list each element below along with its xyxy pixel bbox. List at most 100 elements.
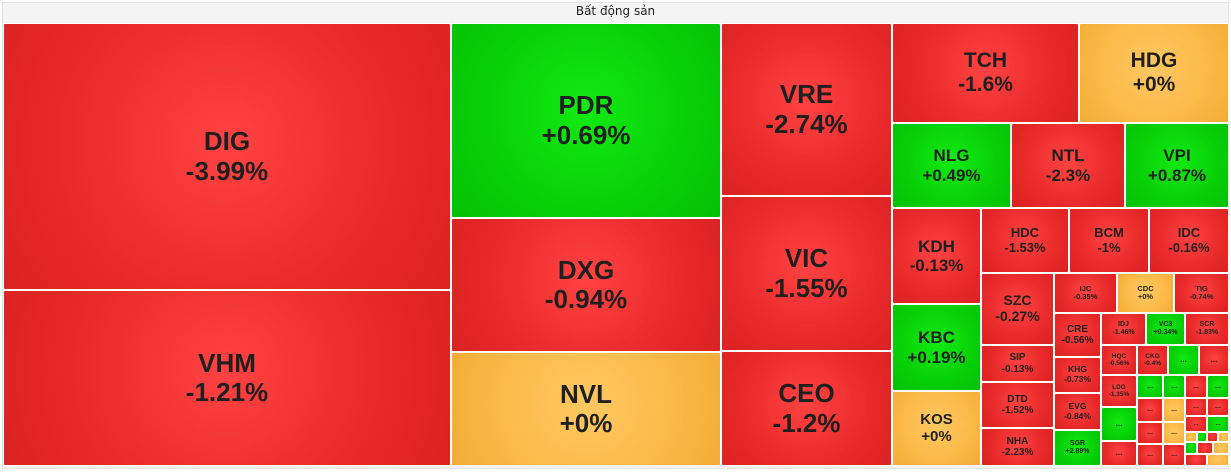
treemap-tile[interactable]: KDH -0.13% <box>892 208 981 304</box>
treemap-tile[interactable]: ... <box>1137 398 1163 422</box>
treemap-tile[interactable] <box>1218 432 1229 442</box>
treemap-tile[interactable]: SIP -0.13% <box>981 345 1054 382</box>
treemap-tile[interactable]: SGR +2.89% <box>1054 430 1101 466</box>
treemap-tile[interactable]: CKG -0.4% <box>1137 345 1168 375</box>
tile-change: -1.46% <box>1112 329 1135 336</box>
treemap-tile[interactable]: ... <box>1163 444 1185 466</box>
tile-change: -0.74% <box>1189 292 1214 301</box>
treemap-tile[interactable]: DIG -3.99% <box>3 23 451 290</box>
treemap-tile[interactable]: EVG -0.84% <box>1054 393 1101 430</box>
treemap-tile[interactable]: VHM -1.21% <box>3 290 451 466</box>
tile-ticker: CRE <box>1066 323 1089 335</box>
tile-ticker: TIG <box>1195 283 1208 293</box>
treemap-tile[interactable] <box>1207 432 1218 442</box>
treemap-tile[interactable]: NVL +0% <box>451 352 721 466</box>
treemap-tile[interactable]: VPI +0.87% <box>1125 123 1229 208</box>
chart-title: Bất động sản <box>575 4 656 18</box>
tile-ticker: KHG <box>1068 364 1087 375</box>
tile-ticker: KBC <box>918 328 955 348</box>
tile-ticker: VPI <box>1163 146 1191 166</box>
treemap-tile[interactable]: ... <box>1168 345 1199 375</box>
treemap-tile[interactable]: HQC -0.56% <box>1101 345 1137 375</box>
tile-ticker: IDJ <box>1118 321 1129 329</box>
treemap-tile[interactable] <box>1197 432 1207 442</box>
treemap-tile[interactable]: PDR +0.69% <box>451 23 721 218</box>
tile-ticker: ... <box>1147 451 1153 459</box>
treemap-tile[interactable]: BCM -1% <box>1069 208 1149 273</box>
treemap-tile[interactable]: CDC +0% <box>1117 273 1174 313</box>
tile-ticker: SZC <box>1003 292 1032 309</box>
tile-ticker: ... <box>1193 403 1199 411</box>
tile-ticker: ... <box>1115 418 1123 428</box>
tile-change: +0.49% <box>922 165 981 185</box>
tile-change: -1.55% <box>765 272 848 303</box>
treemap-tile[interactable]: IDC -0.16% <box>1149 208 1229 273</box>
treemap-tile[interactable]: ... <box>1137 375 1163 398</box>
treemap-tile[interactable]: ... <box>1163 398 1185 422</box>
treemap-tile[interactable]: ... <box>1185 398 1207 416</box>
tile-ticker: IJC <box>1079 283 1092 293</box>
tile-change: -1.21% <box>185 377 269 407</box>
treemap-tile[interactable]: ... <box>1163 422 1185 444</box>
tile-change: -0.73% <box>1064 374 1091 384</box>
treemap-tile[interactable] <box>1185 442 1197 454</box>
treemap-tile[interactable]: LDG -1.35% <box>1101 375 1137 407</box>
treemap-tile[interactable]: IDJ -1.46% <box>1101 313 1146 345</box>
treemap-tile[interactable] <box>1197 442 1213 454</box>
tile-ticker: ... <box>1171 429 1177 437</box>
tile-change: -0.94% <box>544 284 628 314</box>
treemap-tile[interactable]: ... <box>1185 375 1207 398</box>
treemap-tile[interactable]: VC3 +0.34% <box>1146 313 1185 345</box>
treemap-tile[interactable]: HDC -1.53% <box>981 208 1069 273</box>
treemap-tile[interactable]: ... <box>1207 398 1229 416</box>
tile-change: +0.87% <box>1147 165 1207 185</box>
tile-ticker: CDC <box>1137 283 1154 293</box>
treemap-tile[interactable] <box>1185 454 1207 466</box>
tile-ticker: SGR <box>1069 440 1086 448</box>
treemap-tile[interactable]: KOS +0% <box>892 391 981 466</box>
treemap-tile[interactable]: ... <box>1101 441 1137 466</box>
treemap-tile[interactable]: TCH -1.6% <box>892 23 1079 123</box>
treemap-tile[interactable]: KBC +0.19% <box>892 304 981 391</box>
tile-change: -0.4% <box>1144 360 1161 367</box>
tile-ticker: NVL <box>560 378 612 409</box>
treemap-tile[interactable]: NTL -2.3% <box>1011 123 1125 208</box>
treemap-tile[interactable]: ... <box>1207 375 1229 398</box>
tile-ticker: ... <box>1147 429 1153 437</box>
treemap-tile[interactable]: HDG +0% <box>1079 23 1229 123</box>
treemap-tile[interactable]: SCR -1.83% <box>1185 313 1229 345</box>
treemap-tile[interactable]: TIG -0.74% <box>1174 273 1229 313</box>
tile-change: -0.56% <box>1061 335 1094 346</box>
treemap-tile[interactable]: VIC -1.55% <box>721 196 892 351</box>
treemap-tile[interactable]: CRE -0.56% <box>1054 313 1101 357</box>
treemap-tile[interactable] <box>1213 442 1229 454</box>
tile-ticker: ... <box>1193 382 1199 390</box>
tile-ticker: ... <box>1215 382 1221 390</box>
treemap-tile[interactable]: ... <box>1185 416 1207 432</box>
treemap-tile[interactable]: ... <box>1137 422 1163 444</box>
tile-ticker: EVG <box>1068 400 1087 411</box>
treemap-tile[interactable]: SZC -0.27% <box>981 273 1054 345</box>
treemap-tile[interactable]: IJC -0.35% <box>1054 273 1117 313</box>
treemap-tile[interactable]: CEO -1.2% <box>721 351 892 466</box>
tile-change: -2.74% <box>765 108 848 139</box>
tile-ticker: DTD <box>1007 393 1028 405</box>
treemap-tile[interactable]: ... <box>1137 444 1163 466</box>
treemap-tile[interactable]: ... <box>1101 407 1137 441</box>
treemap-tile[interactable]: ... <box>1163 375 1185 398</box>
treemap-tile[interactable]: ... <box>1199 345 1229 375</box>
treemap-tile[interactable]: ... <box>1207 416 1229 432</box>
tile-change: +0% <box>1137 292 1154 301</box>
tile-ticker: ... <box>1171 406 1177 414</box>
tile-ticker: IDC <box>1177 224 1201 240</box>
treemap-tile[interactable] <box>1185 432 1197 442</box>
tile-ticker: KDH <box>918 236 955 256</box>
treemap-tile[interactable]: NLG +0.49% <box>892 123 1011 208</box>
treemap-tile[interactable]: KHG -0.73% <box>1054 357 1101 393</box>
treemap-tile[interactable]: DTD -1.52% <box>981 382 1054 428</box>
treemap-tile[interactable] <box>1207 454 1229 466</box>
treemap-tile[interactable]: VRE -2.74% <box>721 23 892 196</box>
treemap-tile[interactable]: DXG -0.94% <box>451 218 721 352</box>
treemap-tile[interactable]: NHA -2.23% <box>981 428 1054 466</box>
tile-change: -1% <box>1097 239 1121 255</box>
